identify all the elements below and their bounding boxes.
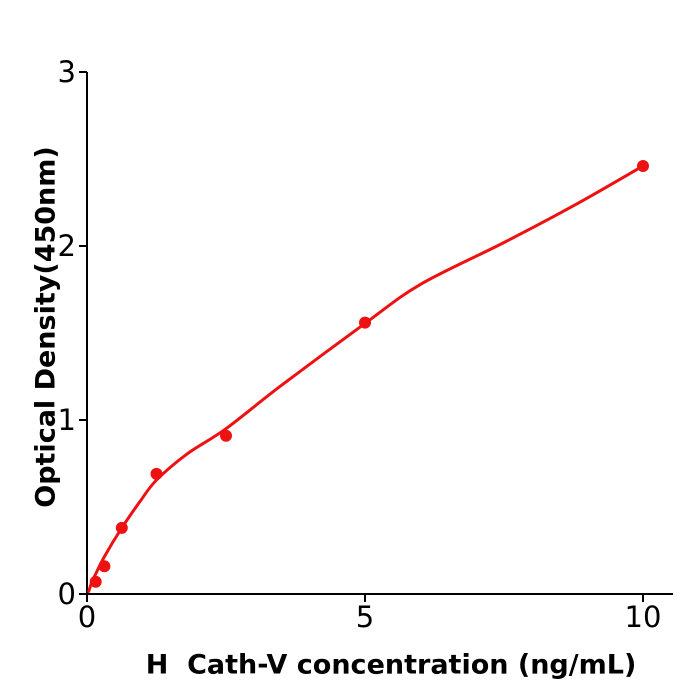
y-tick-label: 0	[58, 577, 76, 611]
data-point	[150, 467, 163, 480]
data-point	[115, 521, 128, 534]
data-point	[359, 316, 371, 329]
x-tick-label: 0	[78, 600, 96, 634]
data-point	[98, 560, 111, 573]
x-axis-title: H Cath-V concentration (ng/mL)	[145, 649, 637, 681]
x-tick-label: 5	[356, 600, 374, 634]
x-tick-label: 10	[625, 600, 662, 634]
y-tick-label: 3	[58, 55, 76, 89]
y-tick-label: 2	[58, 229, 76, 263]
data-point	[220, 429, 232, 442]
axis-spines	[86, 72, 673, 595]
y-axis-title: Optical Density(450nm)	[30, 146, 62, 508]
fit-curve	[87, 164, 645, 593]
y-tick-label: 1	[58, 403, 76, 437]
data-point	[89, 575, 102, 588]
data-point	[637, 160, 649, 172]
